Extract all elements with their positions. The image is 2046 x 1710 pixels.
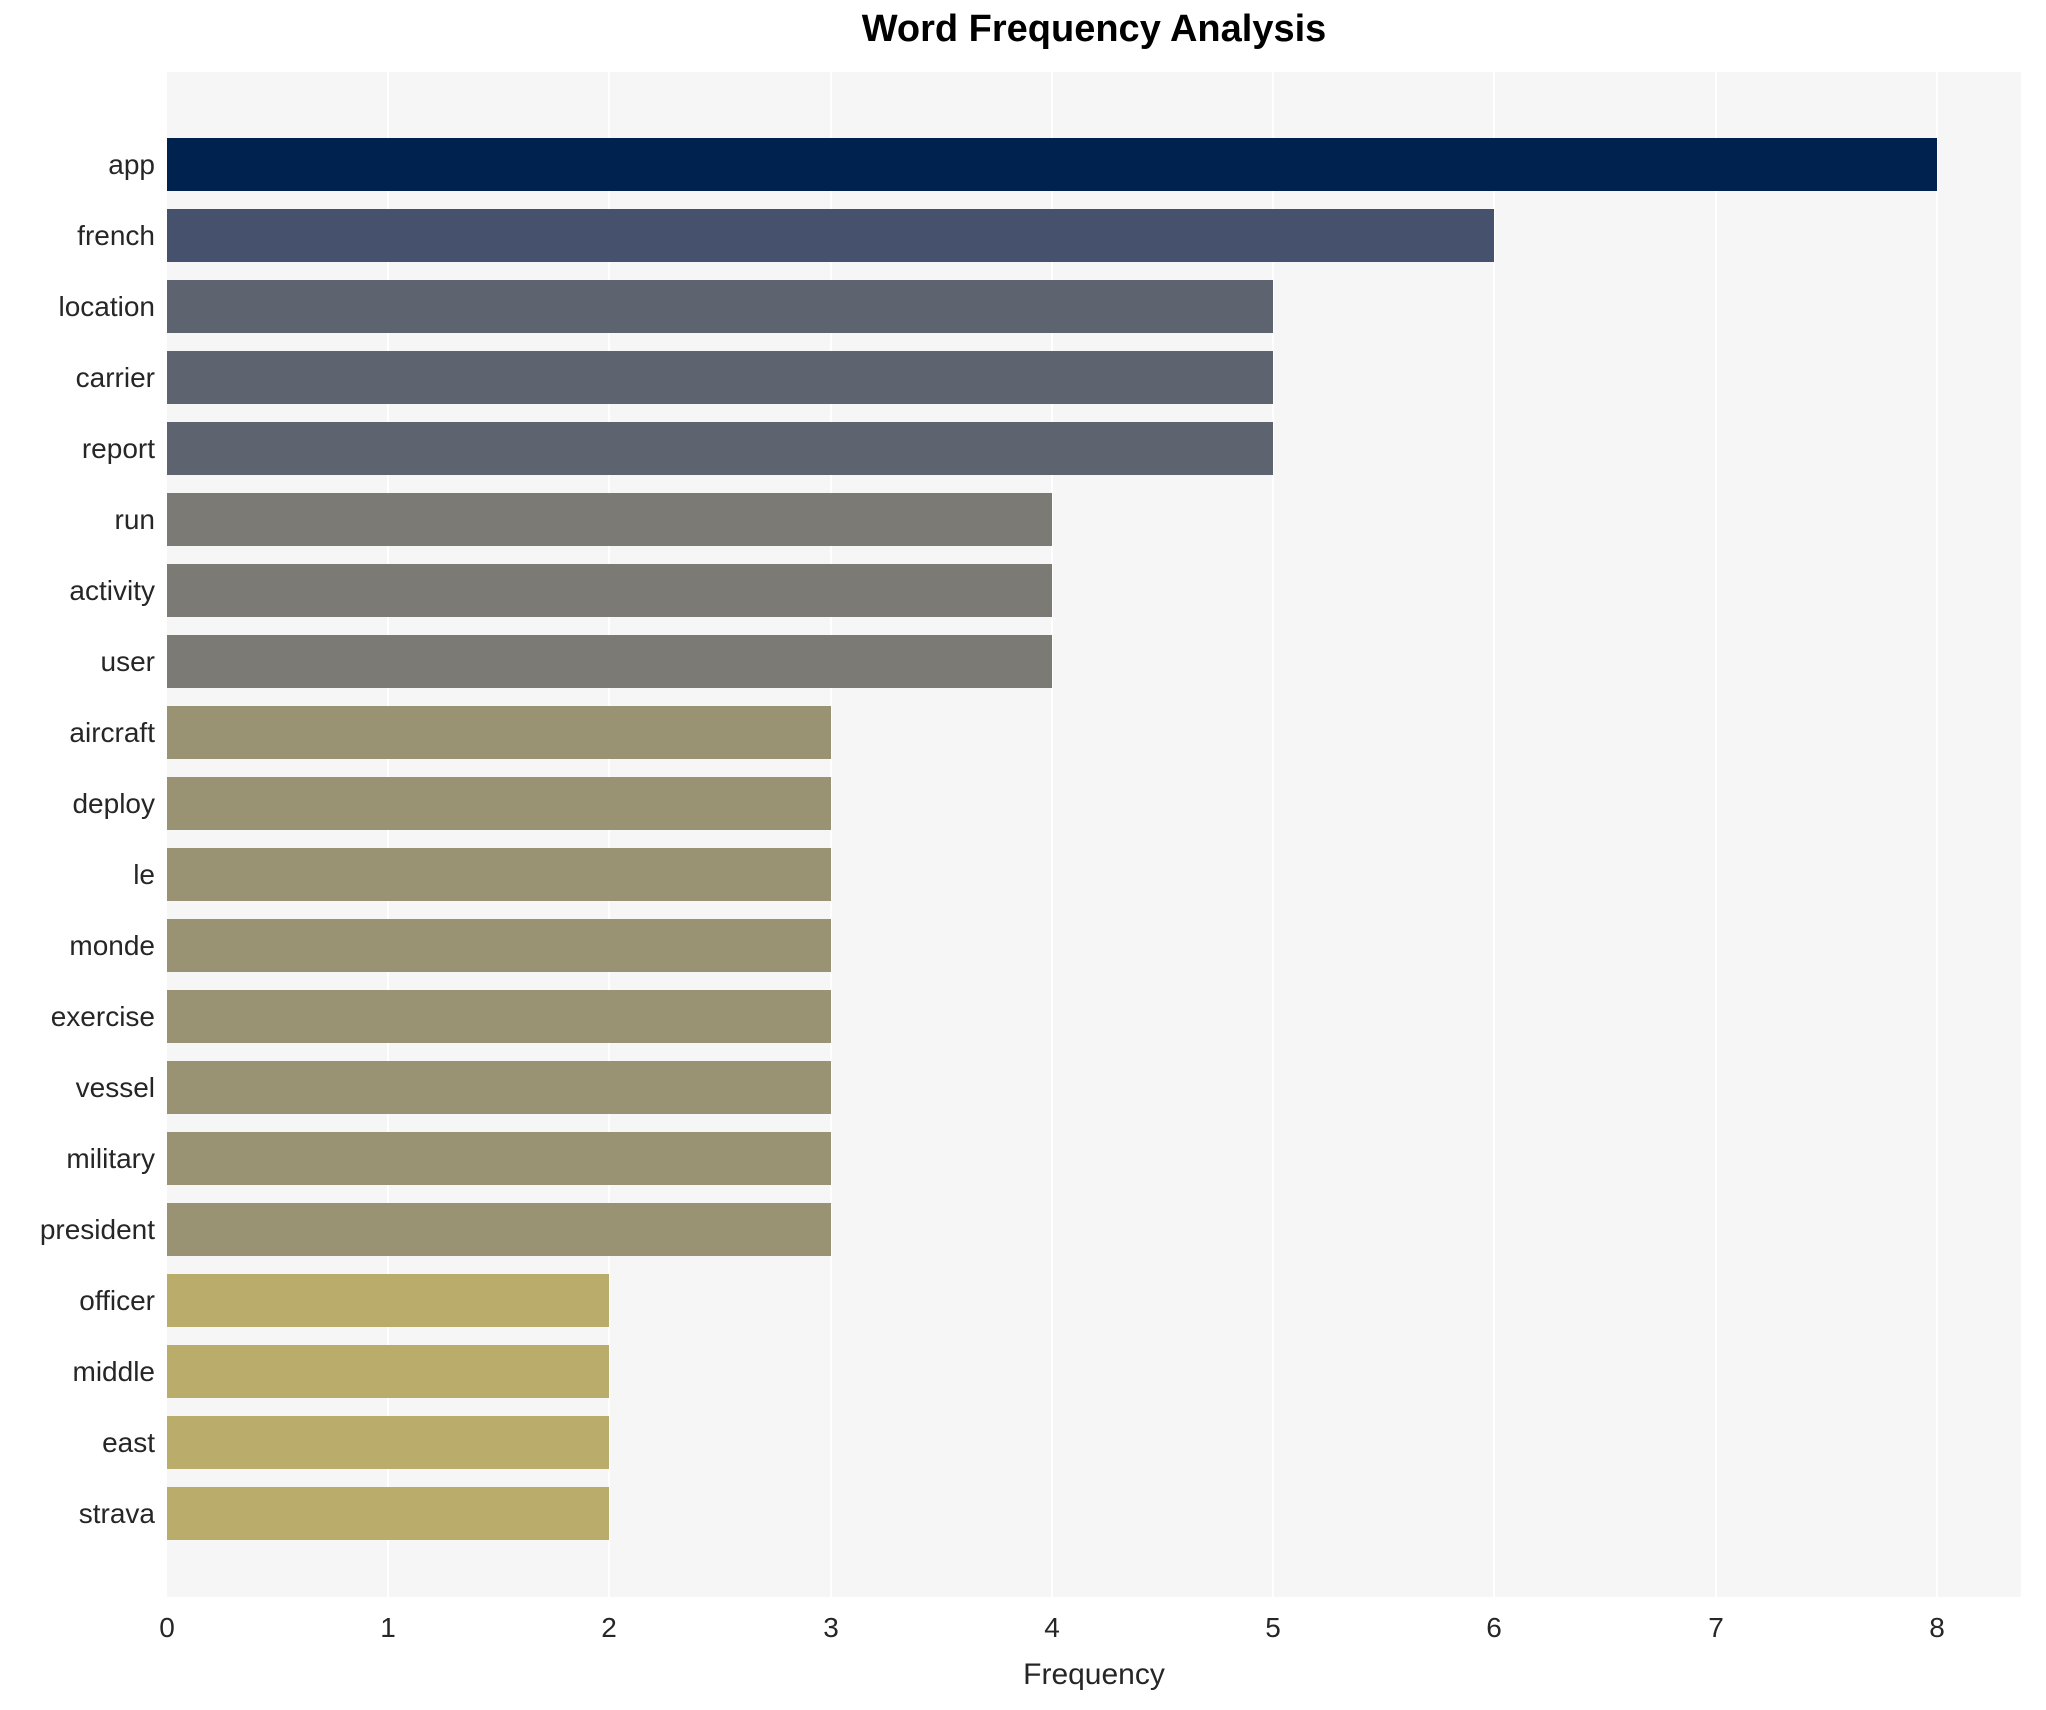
bar-le xyxy=(167,848,831,901)
x-tick-8: 8 xyxy=(1929,1612,1945,1643)
y-label-le: le xyxy=(133,859,155,890)
y-label-monde: monde xyxy=(69,930,155,961)
y-label-report: report xyxy=(81,433,155,464)
bar-report xyxy=(167,422,1273,475)
x-tick-3: 3 xyxy=(823,1612,839,1643)
bar-french xyxy=(167,209,1494,262)
y-label-middle: middle xyxy=(72,1356,155,1387)
bar-officer xyxy=(167,1274,609,1327)
y-label-president: president xyxy=(39,1214,155,1245)
bar-military xyxy=(167,1132,831,1185)
y-label-french: french xyxy=(77,220,155,251)
bar-president xyxy=(167,1203,831,1256)
gridline-x5 xyxy=(1272,72,1274,1597)
y-label-vessel: vessel xyxy=(75,1072,155,1103)
x-axis-ticks: 0 1 2 3 4 5 6 7 8 xyxy=(159,1612,2021,1652)
bar-vessel xyxy=(167,1061,831,1114)
bar-user xyxy=(167,635,1052,688)
gridline-x4 xyxy=(1051,72,1053,1597)
y-label-activity: activity xyxy=(69,575,155,606)
y-label-location: location xyxy=(58,291,155,322)
x-axis-title: Frequency xyxy=(1023,1658,1165,1691)
gridline-x8 xyxy=(1936,72,1938,1597)
x-tick-7: 7 xyxy=(1708,1612,1724,1643)
x-tick-1: 1 xyxy=(380,1612,396,1643)
y-label-military: military xyxy=(66,1143,155,1174)
y-label-aircraft: aircraft xyxy=(69,717,155,748)
bar-strava xyxy=(167,1487,609,1540)
bar-middle xyxy=(167,1345,609,1398)
x-tick-0: 0 xyxy=(159,1612,175,1643)
bar-carrier xyxy=(167,351,1273,404)
gridline-x3 xyxy=(830,72,832,1597)
bar-app xyxy=(167,138,1937,191)
y-label-exercise: exercise xyxy=(50,1001,155,1032)
bar-east xyxy=(167,1416,609,1469)
y-label-carrier: carrier xyxy=(75,362,155,393)
gridline-x1 xyxy=(387,72,389,1597)
gridline-x6 xyxy=(1493,72,1495,1597)
bar-exercise xyxy=(167,990,831,1043)
plot-area xyxy=(167,72,2021,1597)
bar-monde xyxy=(167,919,831,972)
y-axis-labels: app french location carrier report run activit… xyxy=(0,72,155,1597)
gridline-x7 xyxy=(1715,72,1717,1597)
x-tick-6: 6 xyxy=(1486,1612,1502,1643)
y-label-officer: officer xyxy=(79,1285,155,1316)
y-label-run: run xyxy=(114,504,155,535)
x-tick-4: 4 xyxy=(1044,1612,1060,1643)
bar-activity xyxy=(167,564,1052,617)
y-label-app: app xyxy=(108,149,155,180)
y-label-strava: strava xyxy=(78,1498,155,1529)
y-label-deploy: deploy xyxy=(72,788,155,819)
x-tick-2: 2 xyxy=(601,1612,617,1643)
y-label-east: east xyxy=(102,1427,155,1458)
bar-aircraft xyxy=(167,706,831,759)
bar-deploy xyxy=(167,777,831,830)
x-tick-5: 5 xyxy=(1265,1612,1281,1643)
bar-location xyxy=(167,280,1273,333)
chart-title: Word Frequency Analysis xyxy=(861,8,1327,50)
bar-run xyxy=(167,493,1052,546)
y-label-user: user xyxy=(100,646,155,677)
gridline-x2 xyxy=(608,72,610,1597)
